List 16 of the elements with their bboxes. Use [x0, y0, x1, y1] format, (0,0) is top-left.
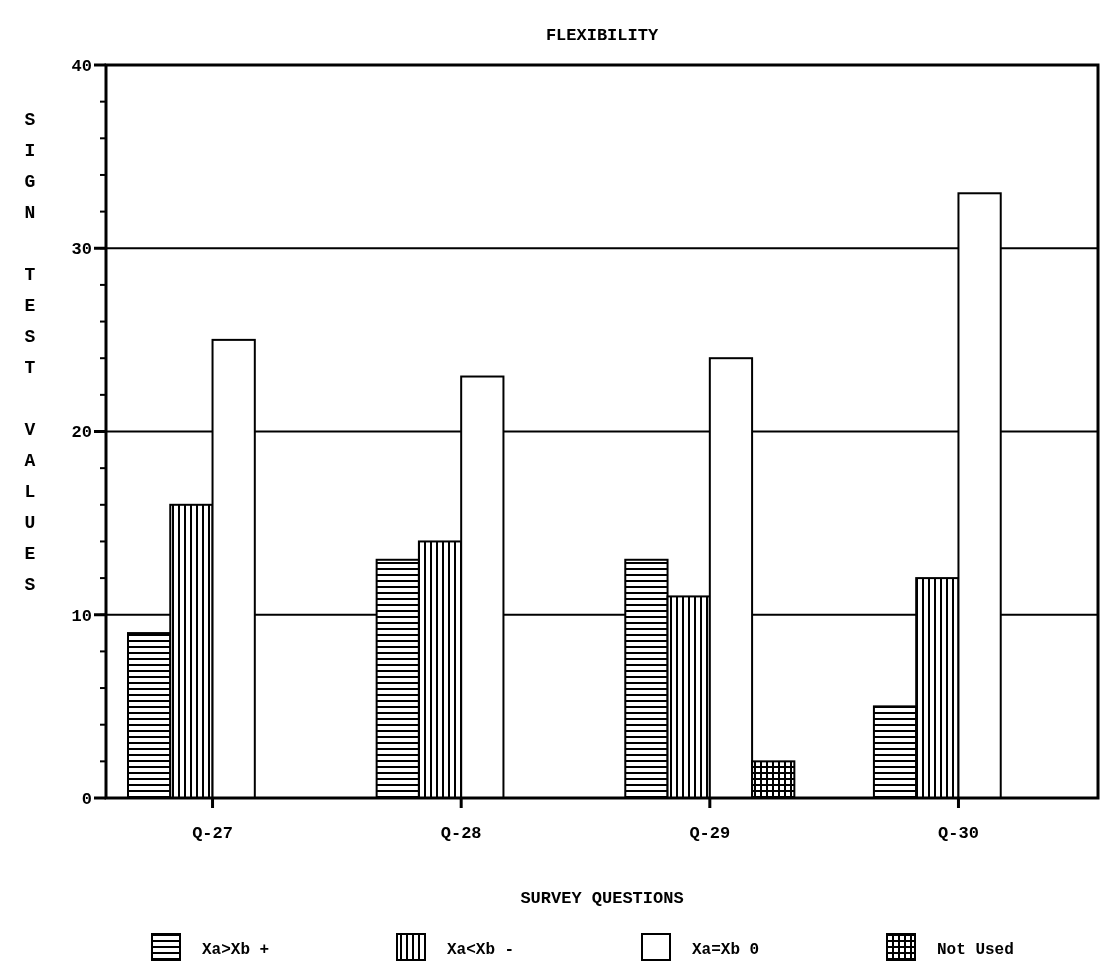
legend-label: Xa<Xb - — [447, 940, 515, 959]
x-tick-label: Q-28 — [440, 824, 482, 843]
y-tick-label: 10 — [71, 606, 92, 626]
legend-label: Not Used — [937, 940, 1014, 959]
x-axis-title: SURVEY QUESTIONS — [520, 889, 684, 908]
x-tick-label: Q-27 — [192, 824, 233, 843]
y-tick-label: 40 — [71, 56, 92, 76]
chart-title: FLEXIBILITY — [545, 26, 659, 45]
text: SIGN TEST VALUES — [24, 110, 36, 595]
y-tick-label: 20 — [71, 423, 92, 443]
legend-label: Xa>Xb + — [202, 940, 270, 959]
y-tick-label: 0 — [81, 789, 92, 809]
x-tick-label: Q-29 — [689, 824, 731, 843]
y-tick-label: 30 — [71, 240, 92, 260]
x-tick-label: Q-30 — [938, 824, 979, 843]
legend-label: Xa=Xb 0 — [692, 940, 760, 959]
